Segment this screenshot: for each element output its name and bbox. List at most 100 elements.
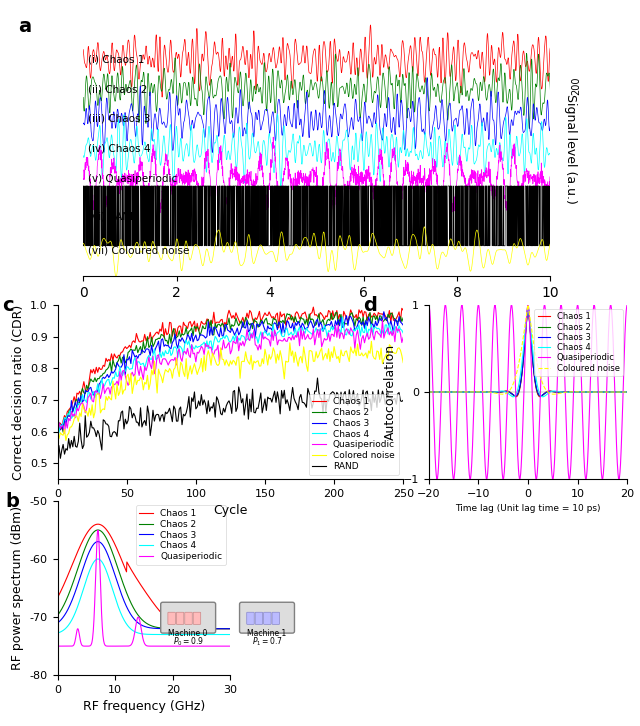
Chaos 1: [388, 309, 396, 317]
Chaos 3: [380, 307, 388, 316]
Chaos 2: [552, 388, 559, 396]
RAND: [56, 454, 64, 462]
RAND: [399, 396, 407, 404]
Chaos 2: [113, 358, 121, 367]
Chaos 4: [54, 629, 61, 637]
Chaos 3: [511, 391, 519, 400]
Chaos 2: [157, 624, 164, 632]
Chaos 2: [623, 388, 631, 396]
Line: Quasiperiodic: Quasiperiodic: [429, 305, 627, 479]
Chaos 2: [148, 621, 156, 630]
Chaos 1: [623, 388, 631, 396]
FancyBboxPatch shape: [264, 612, 271, 624]
Chaos 1: [541, 389, 548, 398]
Chaos 2: [223, 624, 230, 633]
Quasiperiodic: [113, 377, 121, 386]
Quasiperiodic: [255, 340, 263, 349]
Chaos 4: [55, 428, 63, 437]
Text: Machine 1: Machine 1: [248, 629, 287, 638]
Legend: Chaos 1, Chaos 2, Chaos 3, Chaos 4, Quasiperiodic: Chaos 1, Chaos 2, Chaos 3, Chaos 4, Quas…: [136, 505, 226, 565]
Quasiperiodic: [199, 344, 207, 353]
Chaos 2: [541, 389, 548, 398]
Colored noise: [199, 367, 207, 376]
Chaos 1: [196, 624, 204, 633]
Chaos 3: [94, 537, 102, 546]
Chaos 4: [196, 630, 204, 639]
RAND: [195, 396, 202, 405]
Line: Chaos 2: Chaos 2: [429, 305, 627, 396]
Chaos 2: [511, 392, 519, 401]
Chaos 1: [399, 306, 407, 314]
Chaos 2: [437, 388, 445, 396]
Chaos 2: [425, 388, 433, 396]
Chaos 4: [112, 367, 120, 376]
Chaos 4: [137, 629, 145, 638]
Colored noise: [367, 337, 375, 346]
Chaos 2: [576, 388, 584, 396]
Line: Coloured noise: Coloured noise: [429, 305, 627, 394]
Legend: Chaos 1, Chaos 2, Chaos 3, Chaos 4, Quasiperiodic, Coloured noise: Chaos 1, Chaos 2, Chaos 3, Chaos 4, Quas…: [534, 309, 623, 376]
Line: Chaos 1: Chaos 1: [429, 305, 627, 397]
Text: b: b: [6, 492, 20, 511]
Chaos 3: [148, 624, 156, 632]
Chaos 1: [113, 354, 121, 362]
Line: Chaos 2: Chaos 2: [59, 312, 403, 432]
Line: Quasiperiodic: Quasiperiodic: [58, 530, 230, 646]
Chaos 4: [387, 325, 395, 333]
X-axis label: RF frequency (GHz): RF frequency (GHz): [83, 701, 205, 714]
Chaos 1: [137, 581, 145, 590]
Y-axis label: Autocorrelation: Autocorrelation: [384, 344, 397, 440]
Text: (vii) Coloured noise: (vii) Coloured noise: [88, 245, 189, 256]
Text: $P_0 = 0.9$: $P_0 = 0.9$: [173, 636, 204, 648]
Line: Chaos 1: Chaos 1: [59, 307, 403, 429]
Line: Chaos 4: Chaos 4: [429, 305, 627, 397]
Chaos 1: [546, 387, 554, 396]
Chaos 1: [512, 393, 520, 401]
Chaos 4: [223, 630, 231, 639]
Text: (v) Quasiperiodic: (v) Quasiperiodic: [88, 174, 177, 184]
Chaos 1: [524, 301, 532, 309]
Chaos 4: [552, 387, 559, 396]
X-axis label: Time lag (Unit lag time = 10 ps): Time lag (Unit lag time = 10 ps): [455, 505, 601, 513]
Chaos 1: [148, 596, 156, 605]
Chaos 4: [157, 630, 164, 639]
Line: Chaos 3: Chaos 3: [429, 305, 627, 396]
FancyBboxPatch shape: [255, 612, 262, 624]
FancyBboxPatch shape: [193, 612, 201, 624]
Chaos 3: [596, 388, 604, 396]
Quasiperiodic: [623, 301, 631, 309]
Chaos 3: [576, 388, 584, 396]
Chaos 2: [366, 308, 374, 317]
Text: Machine 0: Machine 0: [168, 629, 208, 638]
Chaos 4: [193, 343, 201, 352]
RAND: [255, 396, 263, 405]
Chaos 3: [546, 387, 554, 396]
Chaos 1: [58, 425, 65, 433]
Chaos 3: [437, 388, 445, 396]
Coloured noise: [596, 388, 604, 396]
Chaos 4: [227, 630, 234, 639]
Line: Chaos 2: Chaos 2: [58, 530, 230, 629]
Quasiperiodic: [94, 526, 102, 534]
FancyBboxPatch shape: [168, 612, 175, 624]
RAND: [55, 441, 63, 450]
Text: d: d: [364, 296, 377, 315]
Chaos 1: [55, 420, 63, 428]
Text: (i) Chaos 1: (i) Chaos 1: [88, 54, 144, 64]
Line: Quasiperiodic: Quasiperiodic: [59, 320, 403, 433]
Quasiperiodic: [223, 642, 230, 650]
Coloured noise: [499, 390, 506, 399]
Text: (iv) Chaos 4: (iv) Chaos 4: [88, 144, 150, 154]
Chaos 3: [157, 624, 164, 633]
Chaos 4: [293, 332, 301, 340]
Line: Colored noise: Colored noise: [59, 341, 403, 441]
Chaos 1: [294, 309, 302, 318]
Coloured noise: [524, 301, 532, 309]
Chaos 3: [524, 301, 532, 309]
Line: RAND: RAND: [59, 378, 403, 458]
RAND: [113, 432, 121, 441]
Chaos 2: [60, 428, 67, 436]
Quasiperiodic: [61, 429, 68, 438]
Coloured noise: [437, 388, 445, 396]
Chaos 3: [623, 388, 631, 396]
